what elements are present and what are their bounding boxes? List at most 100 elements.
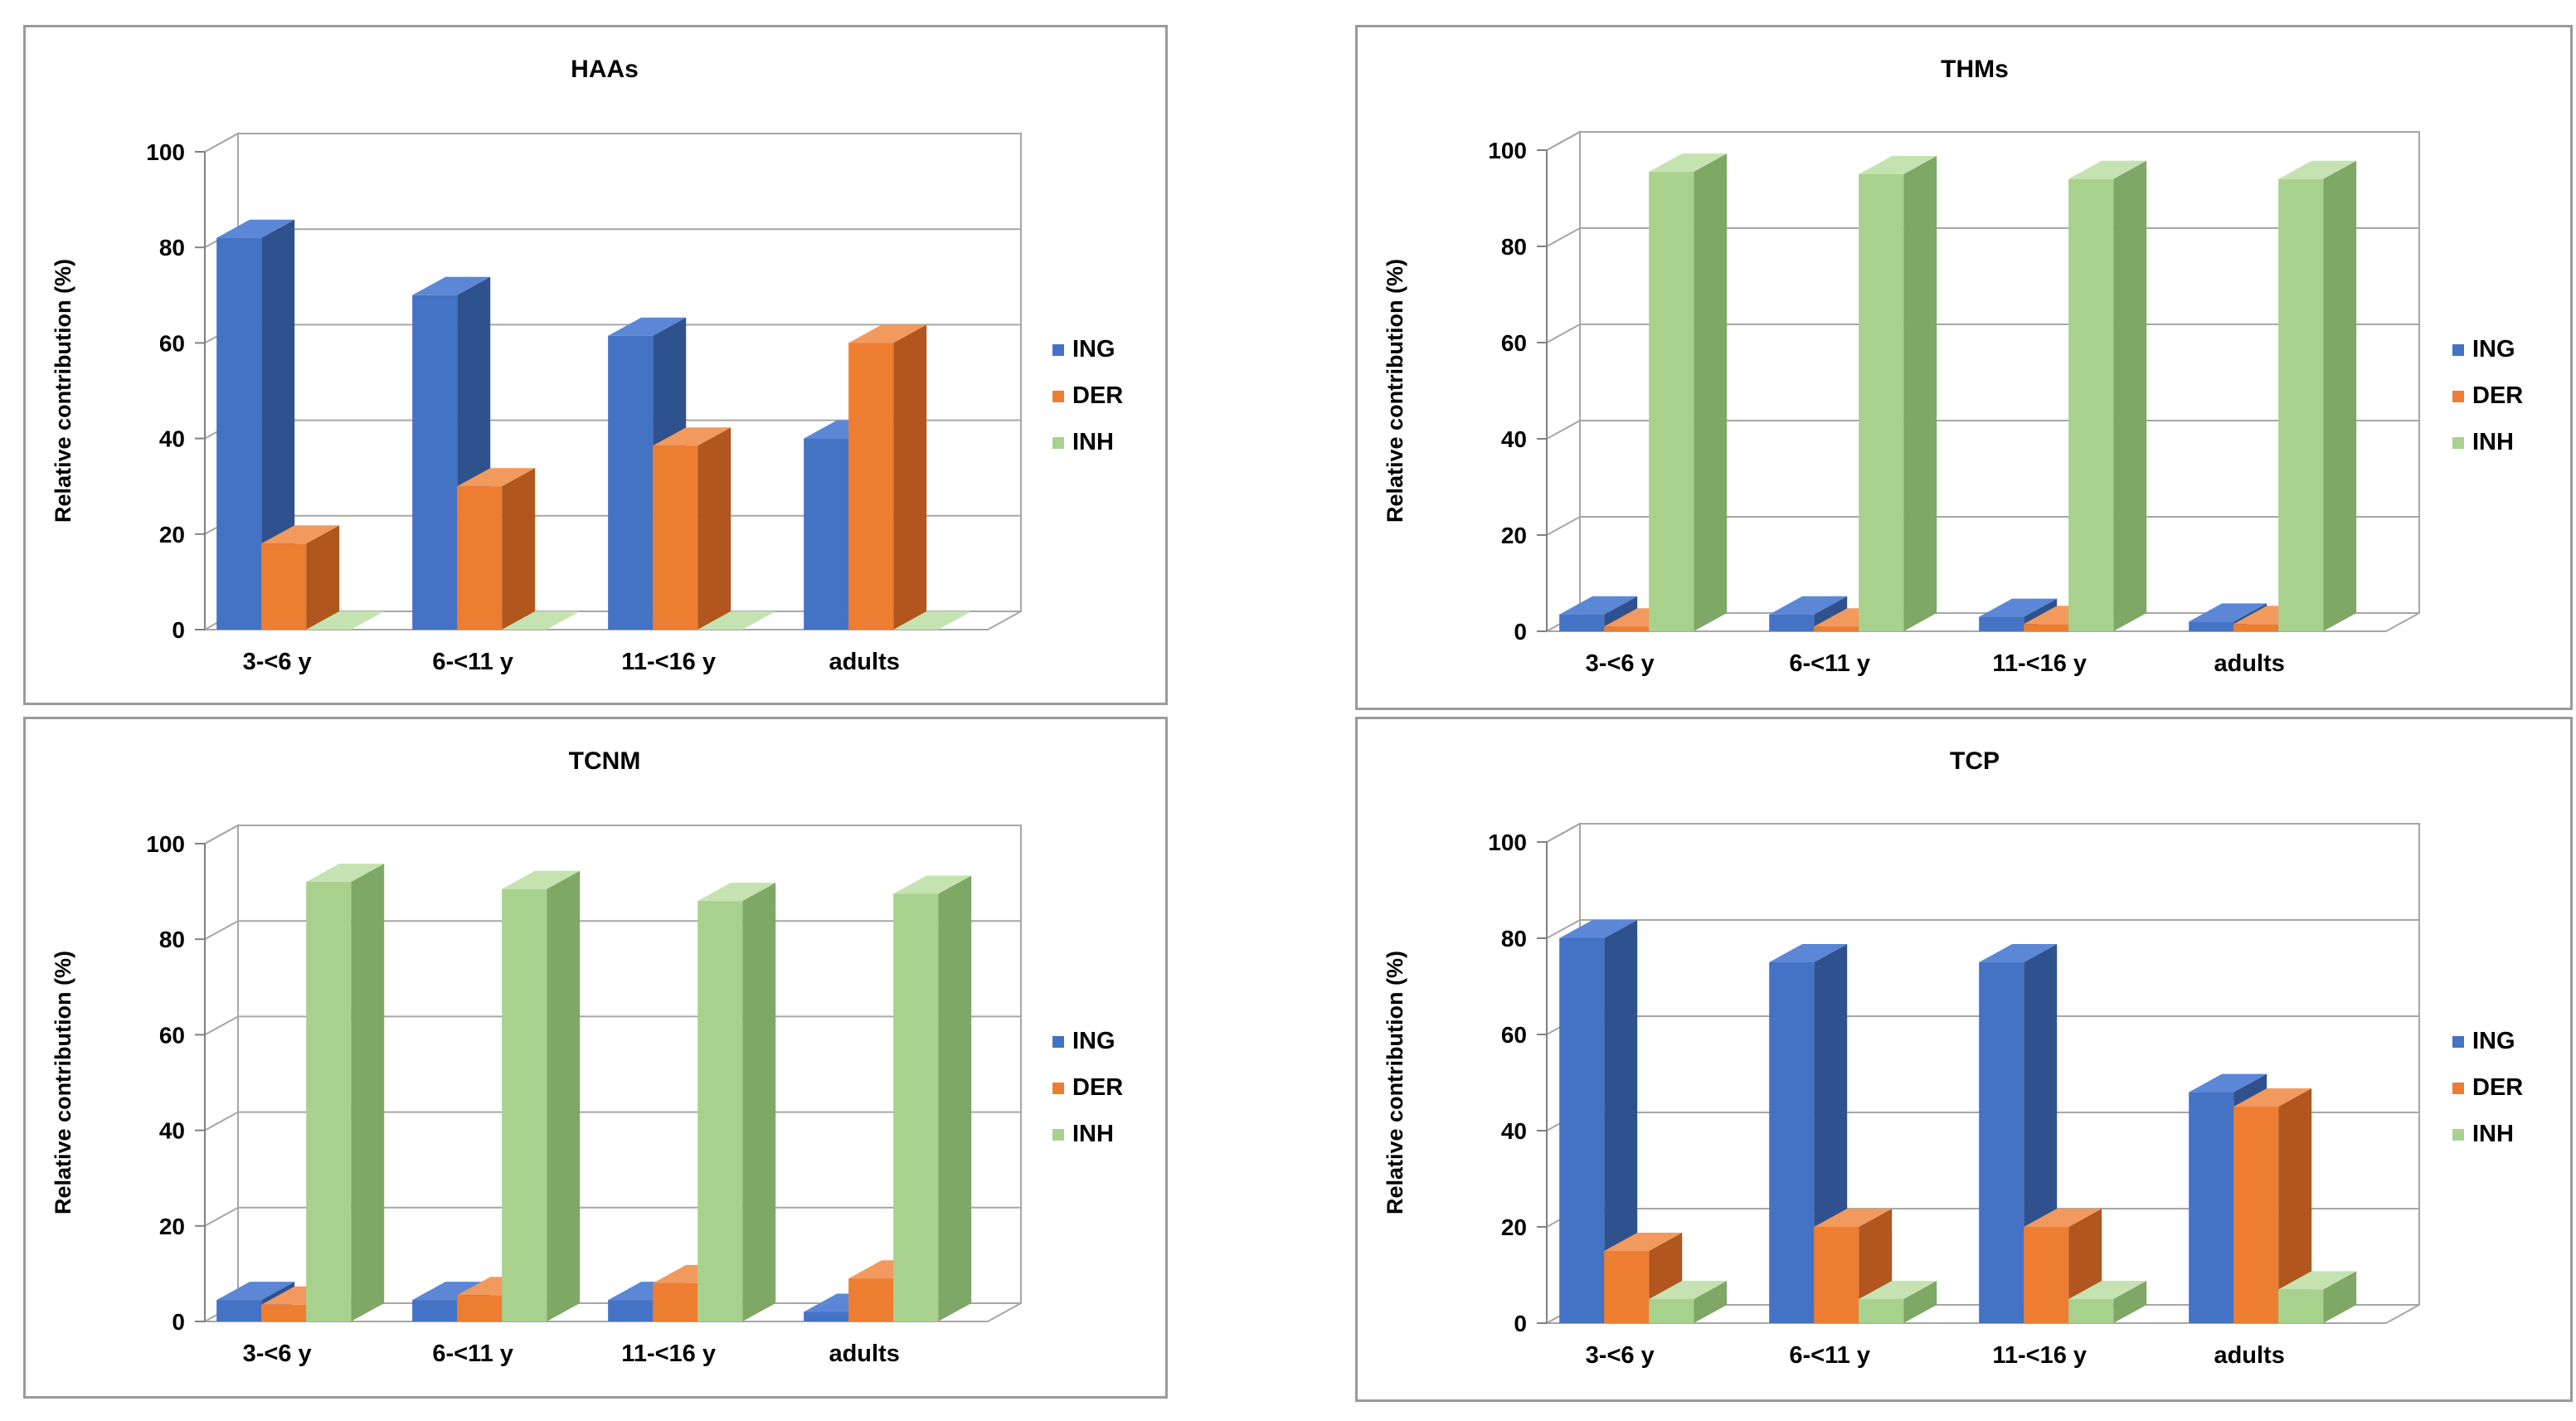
thms-x-tick-label: 11-<16 y [1992, 650, 2087, 677]
tcnm-legend-label: INH [1072, 1121, 1114, 1147]
haas-y-tick-label: 20 [159, 522, 185, 547]
haas-legend-swatch [1052, 437, 1064, 449]
haas-legend-label: DER [1072, 382, 1123, 409]
tcp-x-tick-label: 11-<16 y [1992, 1342, 2087, 1369]
tcnm-svg: 0 20 40 60 80 100 3-<6 y 6-<11 y 11-<16 y adults T… [51, 747, 1123, 1367]
tcnm-side-wall [204, 824, 239, 1323]
tcp-legend-item-der: DER [2452, 1074, 2523, 1101]
tcp-legend-swatch [2452, 1129, 2464, 1141]
haas-x-tick-label: adults [829, 649, 899, 675]
haas-legend-label: ING [1072, 336, 1115, 363]
tcp-y-tick-label: 80 [1501, 926, 1527, 951]
thms-legend-swatch [2452, 437, 2464, 449]
thms-y-tick-label: 80 [1501, 234, 1527, 260]
tcnm-y-axis-label: Relative contribution (%) [51, 951, 75, 1214]
tcp-legend-label: ING [2472, 1028, 2515, 1054]
haas-y-tick-label: 0 [172, 617, 185, 643]
chart-panel-thms: 0 20 40 60 80 100 3-<6 y 6-<11 y 11-<16 y adults T… [1355, 25, 2573, 710]
tcnm-y-tick-label: 40 [159, 1118, 185, 1144]
thms-svg: 0 20 40 60 80 100 3-<6 y 6-<11 y 11-<16 y adults T… [1383, 56, 2523, 677]
thms-legend-swatch [2452, 344, 2464, 356]
tcnm-y-tick-label: 80 [159, 927, 185, 952]
tcp-svg: 0 20 40 60 80 100 3-<6 y 6-<11 y 11-<16 y adults T… [1383, 747, 2523, 1369]
thms-x-tick-label: 3-<6 y [1586, 650, 1655, 677]
tcnm-legend-item-ing: ING [1052, 1028, 1115, 1054]
thms-x-tick-label: adults [2214, 650, 2284, 677]
tcp-y-tick-label: 60 [1501, 1022, 1527, 1048]
tcnm-legend-swatch [1052, 1129, 1064, 1141]
thms-bar-inh-6-11-y [1859, 156, 1937, 631]
tcp-bar-inh-3-6-y [1649, 1281, 1728, 1323]
tcp-chart-title: TCP [1950, 747, 2000, 775]
tcnm-gridline [204, 825, 1021, 844]
thms-x-tick-label: 6-<11 y [1789, 650, 1870, 677]
thms-legend-swatch [2452, 391, 2464, 402]
tcp-legend-label: INH [2472, 1121, 2514, 1147]
chart-panel-tcnm: 0 20 40 60 80 100 3-<6 y 6-<11 y 11-<16 y adults T… [23, 717, 1168, 1399]
thms-bar-inh-3-6-y [1649, 153, 1728, 632]
tcnm-bar-inh-6-11-y [502, 870, 581, 1321]
thms-y-tick-label: 100 [1488, 138, 1527, 163]
haas-legend-swatch [1052, 344, 1064, 356]
thms-chart-title: THMs [1941, 56, 2009, 83]
tcp-y-tick-label: 0 [1514, 1311, 1527, 1336]
tcnm-legend-label: DER [1072, 1074, 1123, 1101]
haas-legend-item-der: DER [1052, 382, 1123, 409]
tcp-legend-swatch [2452, 1083, 2464, 1094]
haas-legend-label: INH [1072, 429, 1114, 455]
thms-gridline [1546, 131, 2419, 151]
haas-bar-der-adults [848, 324, 927, 630]
tcp-y-tick-label: 40 [1501, 1118, 1527, 1144]
tcp-gridline [1546, 919, 2419, 939]
tcp-bar-ing-3-6-y [1559, 920, 1638, 1323]
haas-bar-inh-11-16-y [697, 611, 776, 630]
tcp-x-tick-label: adults [2214, 1342, 2284, 1369]
tcp-x-tick-label: 6-<11 y [1789, 1342, 1870, 1369]
haas-bar-inh-adults [893, 611, 972, 630]
haas-svg: 0 20 40 60 80 100 3-<6 y 6-<11 y 11-<16 y adults H… [51, 56, 1123, 675]
tcnm-legend-swatch [1052, 1083, 1064, 1094]
tcnm-y-tick-label: 100 [146, 831, 185, 857]
thms-y-axis-label: Relative contribution (%) [1383, 259, 1407, 523]
tcnm-y-tick-label: 20 [159, 1214, 185, 1239]
haas-y-tick-label: 80 [159, 235, 185, 260]
tcnm-y-tick-label: 60 [159, 1022, 185, 1048]
tcp-x-tick-label: 3-<6 y [1586, 1342, 1655, 1369]
haas-bar-der-6-11-y [457, 468, 536, 630]
tcp-y-tick-label: 20 [1501, 1214, 1527, 1240]
tcp-bar-inh-adults [2278, 1271, 2357, 1323]
haas-bar-ing-3-6-y [216, 219, 295, 630]
chart-panel-haas: 0 20 40 60 80 100 3-<6 y 6-<11 y 11-<16 y adults H… [23, 25, 1168, 705]
thms-legend-item-inh: INH [2452, 429, 2514, 455]
tcnm-x-tick-label: 3-<6 y [243, 1341, 312, 1367]
tcp-bar-der-3-6-y [1604, 1233, 1683, 1323]
thms-legend-item-der: DER [2452, 382, 2523, 409]
haas-x-tick-label: 11-<16 y [621, 649, 716, 675]
haas-gridline [204, 133, 1021, 153]
tcp-y-tick-label: 100 [1488, 830, 1527, 855]
tcnm-legend-item-inh: INH [1052, 1121, 1114, 1147]
tcnm-bar-inh-adults [893, 875, 972, 1321]
haas-legend-item-ing: ING [1052, 336, 1115, 363]
tcp-legend-item-ing: ING [2452, 1028, 2515, 1054]
thms-legend-item-ing: ING [2452, 336, 2515, 363]
haas-y-axis-label: Relative contribution (%) [51, 259, 75, 523]
tcnm-bar-inh-3-6-y [306, 864, 385, 1321]
tcp-legend-item-inh: INH [2452, 1121, 2514, 1147]
haas-bar-inh-3-6-y [306, 611, 385, 630]
haas-legend-item-inh: INH [1052, 429, 1114, 455]
haas-x-tick-label: 6-<11 y [432, 649, 513, 675]
tcnm-legend-swatch [1052, 1036, 1064, 1048]
tcp-bar-inh-6-11-y [1859, 1281, 1937, 1323]
haas-bar-der-3-6-y [261, 525, 340, 630]
tcp-legend-label: DER [2472, 1074, 2523, 1101]
tcp-y-axis-label: Relative contribution (%) [1383, 951, 1407, 1214]
haas-bar-der-11-16-y [653, 427, 731, 630]
haas-y-tick-label: 60 [159, 330, 185, 356]
haas-chart-title: HAAs [571, 56, 639, 83]
tcp-bar-der-adults [2233, 1088, 2312, 1323]
thms-y-tick-label: 0 [1514, 619, 1527, 645]
thms-legend-label: DER [2472, 382, 2523, 409]
haas-legend-swatch [1052, 391, 1064, 402]
tcnm-x-tick-label: 11-<16 y [621, 1341, 716, 1367]
